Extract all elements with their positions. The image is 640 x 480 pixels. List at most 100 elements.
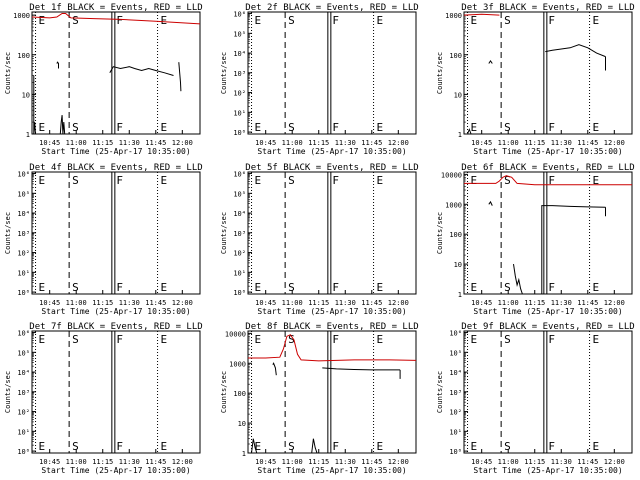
marker-label-top: E <box>255 333 262 346</box>
y-axis-label: Counts/sec <box>4 212 12 254</box>
marker-label-top: E <box>377 14 384 27</box>
x-tick-label: 11:30 <box>551 458 572 466</box>
marker-label-bottom: S <box>504 440 511 453</box>
y-tick-label: 10¹ <box>17 428 30 436</box>
y-axis-label: Counts/sec <box>436 52 444 94</box>
plot-frame <box>463 171 633 295</box>
events-series-line <box>488 60 493 64</box>
y-tick-label: 10⁵ <box>233 30 246 38</box>
panel-det-1: Det 1f BLACK = Events, RED = LLD 1 10 100 10… <box>4 3 203 156</box>
y-axis-label: Counts/sec <box>220 212 228 254</box>
x-tick-label: 11:30 <box>551 139 572 147</box>
y-tick-label: 10⁵ <box>17 349 30 357</box>
marker-label-bottom: E <box>471 440 478 453</box>
y-axis-label: Counts/sec <box>436 371 444 413</box>
plot-title: Det 6f BLACK = Events, RED = LLD <box>461 163 634 173</box>
marker-label-bottom: F <box>116 121 123 134</box>
y-tick-label: 10⁵ <box>17 190 30 198</box>
marker-label-bottom: E <box>161 121 168 134</box>
x-tick-label: 10:45 <box>39 299 60 307</box>
marker-label-bottom: S <box>504 281 511 294</box>
events-series-line <box>467 128 472 135</box>
marker-label-top: E <box>161 174 168 187</box>
marker-label-top: S <box>72 174 79 187</box>
marker-label-top: F <box>548 333 555 346</box>
plot-title: Det 8f BLACK = Events, RED = LLD <box>245 322 418 332</box>
y-tick-label: 10000 <box>225 330 246 338</box>
y-tick-label: 1 <box>458 291 462 299</box>
marker-label-top: E <box>377 333 384 346</box>
x-tick-label: 11:30 <box>335 139 356 147</box>
x-tick-label: 12:00 <box>388 458 409 466</box>
marker-label-top: F <box>332 333 339 346</box>
marker-label-bottom: E <box>255 281 262 294</box>
marker-label-top: S <box>288 174 295 187</box>
events-series-line <box>251 438 258 454</box>
marker-label-bottom: S <box>288 121 295 134</box>
x-axis-label: Start Time (25-Apr-17 10:35:00) <box>41 466 190 475</box>
y-tick-label: 1 <box>26 131 30 139</box>
marker-label-bottom: F <box>332 281 339 294</box>
marker-label-top: E <box>593 14 600 27</box>
x-tick-label: 11:15 <box>308 458 329 466</box>
marker-label-bottom: F <box>548 121 555 134</box>
plot-frame <box>247 171 417 295</box>
x-tick-label: 11:30 <box>119 458 140 466</box>
marker-label-top: S <box>504 174 511 187</box>
marker-label-bottom: E <box>255 121 262 134</box>
y-axis-label: Counts/sec <box>4 52 12 94</box>
x-tick-label: 12:00 <box>604 458 625 466</box>
x-axis-label: Start Time (25-Apr-17 10:35:00) <box>473 466 622 475</box>
y-tick-label: 10⁰ <box>17 289 30 297</box>
x-tick-label: 11:15 <box>92 139 113 147</box>
y-tick-label: 10³ <box>233 70 246 78</box>
y-tick-label: 10³ <box>449 389 462 397</box>
marker-label-bottom: F <box>548 281 555 294</box>
y-tick-label: 10² <box>17 250 30 258</box>
y-axis-label: Counts/sec <box>436 212 444 254</box>
y-tick-label: 10⁶ <box>449 330 462 338</box>
marker-label-bottom: E <box>593 440 600 453</box>
plot-title: Det 3f BLACK = Events, RED = LLD <box>461 3 634 13</box>
x-tick-label: 10:45 <box>39 458 60 466</box>
y-axis-label: Counts/sec <box>220 371 228 413</box>
marker-label-bottom: F <box>332 440 339 453</box>
x-tick-label: 11:30 <box>551 299 572 307</box>
y-tick-label: 10² <box>17 409 30 417</box>
y-tick-label: 10⁰ <box>233 129 246 137</box>
x-tick-label: 11:30 <box>335 299 356 307</box>
y-tick-label: 10³ <box>17 230 30 238</box>
x-tick-label: 10:45 <box>255 139 276 147</box>
y-tick-label: 10⁴ <box>17 369 30 377</box>
x-tick-label: 11:45 <box>145 139 166 147</box>
x-tick-label: 12:00 <box>604 299 625 307</box>
marker-label-top: S <box>72 333 79 346</box>
marker-label-top: S <box>504 14 511 27</box>
panel-det-2: Det 2f BLACK = Events, RED = LLD 10⁰ 10¹ 10… <box>220 3 419 156</box>
x-tick-label: 10:45 <box>471 299 492 307</box>
marker-label-bottom: S <box>72 440 79 453</box>
marker-label-top: S <box>288 333 295 346</box>
y-tick-label: 10⁴ <box>233 210 246 218</box>
plot-frame <box>247 11 417 135</box>
y-tick-label: 10⁶ <box>233 11 246 19</box>
x-tick-label: 11:45 <box>577 139 598 147</box>
marker-label-top: E <box>39 174 46 187</box>
marker-label-bottom: S <box>504 121 511 134</box>
x-tick-label: 12:00 <box>388 139 409 147</box>
y-tick-label: 10⁶ <box>17 330 30 338</box>
events-series-line <box>311 438 318 454</box>
marker-label-bottom: E <box>161 440 168 453</box>
y-tick-label: 10¹ <box>233 109 246 117</box>
x-tick-label: 11:15 <box>524 458 545 466</box>
marker-label-top: E <box>39 333 46 346</box>
marker-label-top: F <box>332 174 339 187</box>
marker-label-bottom: E <box>471 281 478 294</box>
plot-title: Det 9f BLACK = Events, RED = LLD <box>461 322 634 332</box>
marker-label-bottom: F <box>548 440 555 453</box>
x-axis-label: Start Time (25-Apr-17 10:35:00) <box>41 307 190 316</box>
y-tick-label: 10⁰ <box>17 448 30 456</box>
plot-title: Det 4f BLACK = Events, RED = LLD <box>29 163 202 173</box>
x-tick-label: 11:00 <box>282 139 303 147</box>
events-series-line <box>178 62 182 92</box>
